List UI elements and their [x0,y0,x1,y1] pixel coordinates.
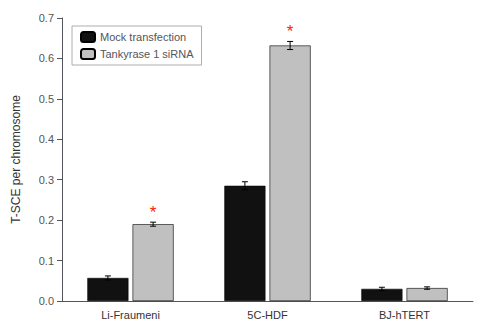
svg-text:0.1: 0.1 [39,255,54,267]
svg-text:T-SCE per chromosome: T-SCE per chromosome [9,95,23,224]
svg-text:BJ-hTERT: BJ-hTERT [379,309,430,321]
svg-text:Tankyrase 1 siRNA: Tankyrase 1 siRNA [100,48,194,60]
svg-text:Mock transfection: Mock transfection [100,31,186,43]
svg-text:0.0: 0.0 [39,295,54,307]
svg-text:0.5: 0.5 [39,93,54,105]
svg-text:*: * [150,203,157,222]
svg-text:0.4: 0.4 [39,133,54,145]
svg-text:0.2: 0.2 [39,214,54,226]
svg-text:0.6: 0.6 [39,52,54,64]
svg-text:*: * [287,22,294,41]
svg-text:5C-HDF: 5C-HDF [247,309,288,321]
svg-text:0.7: 0.7 [39,12,54,24]
svg-text:0.3: 0.3 [39,174,54,186]
svg-text:Li-Fraumeni: Li-Fraumeni [101,309,160,321]
